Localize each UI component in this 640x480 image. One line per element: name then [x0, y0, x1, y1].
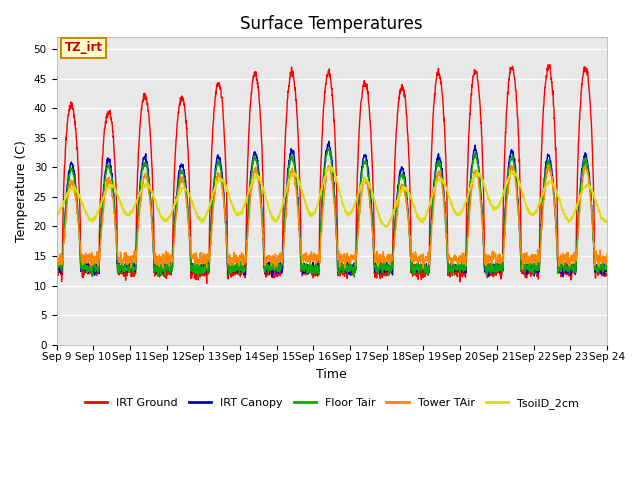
Tower TAir: [52, 266, 60, 272]
Line: Tower TAir: Tower TAir: [56, 165, 607, 269]
IRT Canopy: [603, 261, 611, 267]
TsoilD_2cm: [570, 211, 578, 216]
IRT Canopy: [555, 259, 563, 265]
Line: IRT Canopy: IRT Canopy: [56, 142, 607, 277]
Tower TAir: [570, 257, 578, 263]
Floor Tair: [360, 158, 368, 164]
Tower TAir: [603, 251, 611, 257]
IRT Canopy: [206, 242, 214, 248]
TsoilD_2cm: [206, 202, 214, 208]
Floor Tair: [325, 145, 333, 151]
IRT Canopy: [360, 152, 368, 158]
TsoilD_2cm: [383, 224, 391, 229]
IRT Canopy: [52, 264, 60, 269]
Floor Tair: [603, 265, 611, 271]
IRT Canopy: [348, 266, 356, 272]
Floor Tair: [348, 267, 356, 273]
TsoilD_2cm: [555, 195, 563, 201]
IRT Ground: [348, 263, 356, 268]
Floor Tair: [492, 267, 500, 273]
IRT Ground: [603, 273, 611, 278]
Floor Tair: [206, 246, 214, 252]
Floor Tair: [52, 269, 60, 275]
X-axis label: Time: Time: [316, 368, 347, 381]
Line: Floor Tair: Floor Tair: [56, 148, 607, 277]
Legend: IRT Ground, IRT Canopy, Floor Tair, Tower TAir, TsoilD_2cm: IRT Ground, IRT Canopy, Floor Tair, Towe…: [81, 393, 583, 413]
TsoilD_2cm: [326, 164, 334, 169]
Line: IRT Ground: IRT Ground: [56, 65, 607, 283]
TsoilD_2cm: [492, 206, 500, 212]
Y-axis label: Temperature (C): Temperature (C): [15, 140, 28, 242]
IRT Ground: [207, 187, 214, 192]
Tower TAir: [360, 181, 367, 187]
TsoilD_2cm: [348, 209, 356, 215]
Line: TsoilD_2cm: TsoilD_2cm: [56, 167, 607, 227]
IRT Canopy: [325, 139, 333, 144]
Tower TAir: [555, 255, 563, 261]
IRT Ground: [555, 264, 563, 270]
IRT Ground: [52, 264, 60, 270]
Tower TAir: [206, 248, 214, 254]
TsoilD_2cm: [360, 179, 367, 184]
IRT Ground: [492, 271, 500, 277]
IRT Ground: [570, 267, 578, 273]
Floor Tair: [570, 269, 578, 275]
IRT Canopy: [570, 268, 578, 274]
IRT Canopy: [268, 274, 276, 280]
TsoilD_2cm: [52, 210, 60, 216]
IRT Ground: [360, 83, 367, 89]
Floor Tair: [555, 264, 563, 269]
TsoilD_2cm: [603, 218, 611, 224]
Tower TAir: [348, 256, 355, 262]
Floor Tair: [351, 274, 358, 280]
Text: TZ_irt: TZ_irt: [65, 41, 103, 54]
Tower TAir: [545, 162, 552, 168]
IRT Ground: [546, 62, 554, 68]
Tower TAir: [518, 266, 526, 272]
Title: Surface Temperatures: Surface Temperatures: [241, 15, 423, 33]
Tower TAir: [492, 250, 499, 256]
IRT Ground: [203, 280, 211, 286]
IRT Canopy: [492, 262, 500, 268]
